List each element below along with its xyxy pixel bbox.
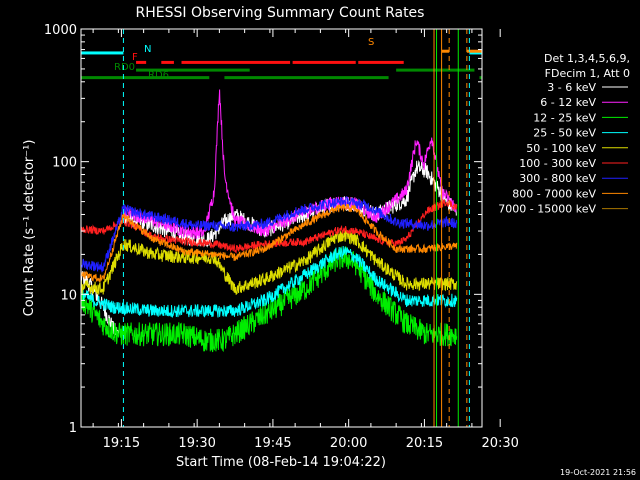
x-tick-label: 19:30 [178, 436, 215, 451]
series-layer [81, 89, 458, 353]
series-line-4-seg-0 [81, 229, 458, 296]
status-bar-RD6-1 [224, 76, 389, 80]
y-tick-label: 10 [60, 288, 77, 303]
x-axis: 19:15 19:30 19:45 20:00 20:15 20:30 [92, 29, 519, 451]
x-tick-label: 19:45 [254, 436, 291, 451]
y-tick-label: 100 [52, 156, 77, 171]
status-bar-N-0 [81, 51, 124, 55]
legend: Det 1,3,4,5,6,9, FDecim 1, Att 0 3 - 6 k… [498, 52, 630, 216]
legend-entry-0: 3 - 6 keV [547, 81, 596, 94]
y-tick-label: 1 [69, 421, 77, 436]
status-bar-S-1 [466, 49, 482, 53]
legend-entry-4: 50 - 100 keV [526, 142, 596, 155]
legend-entry-1: 6 - 12 keV [540, 96, 596, 109]
status-bar-label-F: F [132, 52, 138, 63]
status-bar-F-0 [136, 60, 147, 64]
chart-title: RHESSI Observing Summary Count Rates [136, 5, 425, 21]
status-bar-S-0 [441, 49, 450, 53]
status-bar-RD0-0 [136, 68, 250, 72]
status-bar-F-4 [358, 60, 404, 64]
legend-entry-5: 100 - 300 keV [519, 157, 596, 170]
status-bar-F-1 [161, 60, 174, 64]
legend-entry-2: 12 - 25 keV [533, 111, 596, 124]
series-line-6-seg-0 [81, 196, 458, 273]
status-bar-RD6-0 [81, 76, 210, 80]
status-bar-label-N: N [144, 44, 151, 55]
legend-header-line-2: FDecim 1, Att 0 [545, 67, 630, 80]
y-axis: 1 10 100 1000 [44, 23, 482, 436]
x-tick-label: 20:15 [406, 436, 443, 451]
plot-area: NF S RD0 RD6 [80, 29, 482, 427]
status-bar-label-RD6: RD6 [148, 70, 169, 81]
legend-entry-3: 25 - 50 keV [533, 127, 596, 140]
series-line-7-seg-0 [81, 203, 458, 283]
series-line-2-seg-0 [81, 246, 458, 353]
x-tick-label: 20:30 [481, 436, 518, 451]
series-line-1-seg-0 [122, 89, 458, 239]
legend-entry-8: 7000 - 15000 keV [498, 203, 596, 216]
generation-timestamp: 19-Oct-2021 21:56 [560, 468, 636, 477]
status-bar-label-RD0: RD0 [114, 62, 135, 73]
series-line-3-seg-0 [81, 245, 458, 318]
status-bar-N-1 [469, 51, 482, 55]
plot-frame [80, 28, 483, 428]
legend-entry-7: 800 - 7000 keV [512, 187, 596, 200]
status-bar-F-2 [181, 60, 291, 64]
x-tick-label: 19:15 [103, 436, 140, 451]
status-bars-layer: NF S RD0 RD6 [81, 37, 482, 81]
status-bar-RD6-2 [479, 76, 482, 80]
y-tick-label: 1000 [44, 23, 77, 38]
legend-header-line-1: Det 1,3,4,5,6,9, [544, 52, 630, 65]
status-bar-F-3 [292, 60, 356, 64]
x-axis-label: Start Time (08-Feb-14 19:04:22) [176, 455, 386, 470]
series-line-0-seg-0 [81, 268, 119, 337]
y-axis-label: Count Rate (s⁻¹ detector⁻¹) [22, 140, 37, 317]
x-tick-label: 20:00 [330, 436, 367, 451]
status-bar-RD0-1 [396, 68, 475, 72]
status-bar-label-S: S [368, 37, 374, 48]
legend-entry-6: 300 - 800 keV [519, 172, 596, 185]
